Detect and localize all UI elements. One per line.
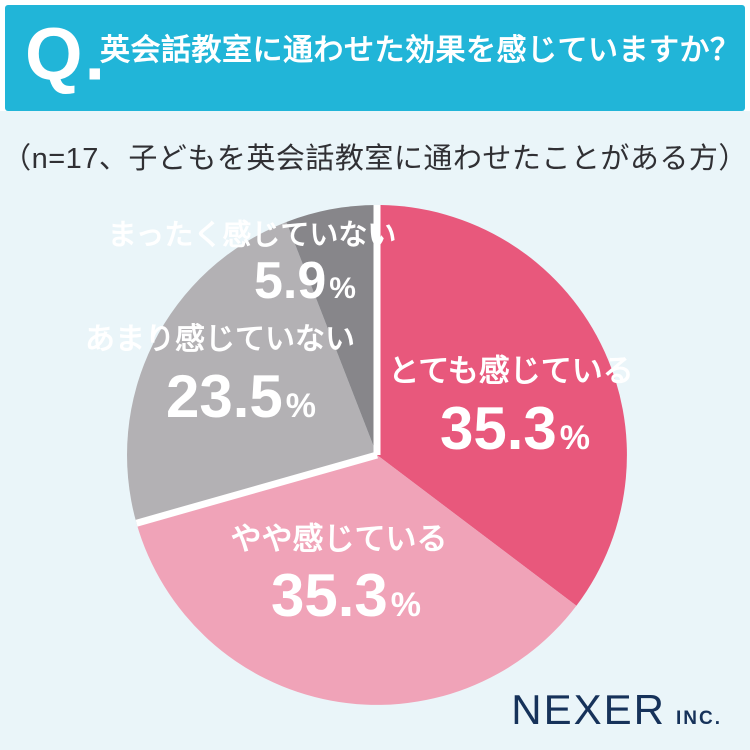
percent-sign: % xyxy=(329,272,356,305)
brand-suffix: INC. xyxy=(676,708,722,729)
q-mark: Q. xyxy=(25,12,108,96)
pie-value-somewhat-effective: 35.3% xyxy=(271,566,421,626)
percent-sign: % xyxy=(559,419,591,457)
pie-slice-3 xyxy=(286,205,377,455)
brand-name: NEXER xyxy=(511,686,666,733)
pie-slice-2 xyxy=(127,222,378,524)
pie-slice-0 xyxy=(377,205,627,606)
pie-slice-1 xyxy=(136,455,577,705)
value-number: 35.3 xyxy=(270,562,388,629)
value-number: 23.5 xyxy=(165,363,283,430)
pie-value-very-effective: 35.3% xyxy=(440,399,590,459)
pie-value-not-much: 23.5% xyxy=(166,367,316,427)
sample-note: （n=17、子どもを英会話教室に通わせたことがある方） xyxy=(2,143,748,175)
pie-label-very-effective: とても感じている xyxy=(388,353,634,389)
pie-label-not-much: あまり感じていない xyxy=(85,323,355,356)
header-band: Q. 英会話教室に通わせた効果を感じていますか？ xyxy=(0,0,750,111)
value-number: 5.9 xyxy=(254,252,327,310)
percent-sign: % xyxy=(390,586,422,624)
value-number: 35.3 xyxy=(439,395,557,462)
pie-label-somewhat-effective: やや感じている xyxy=(230,521,448,557)
brand-logo: NEXER INC. xyxy=(511,686,722,734)
pie-value-not-at-all: 5.9% xyxy=(254,255,356,307)
question-header-bar: Q. 英会話教室に通わせた効果を感じていますか？ xyxy=(5,5,745,111)
slice-separator-1 xyxy=(135,451,378,527)
question-title: 英会話教室に通わせた効果を感じていますか？ xyxy=(100,34,741,67)
pie-label-not-at-all: まったく感じていない xyxy=(107,219,397,252)
percent-sign: % xyxy=(285,387,317,425)
